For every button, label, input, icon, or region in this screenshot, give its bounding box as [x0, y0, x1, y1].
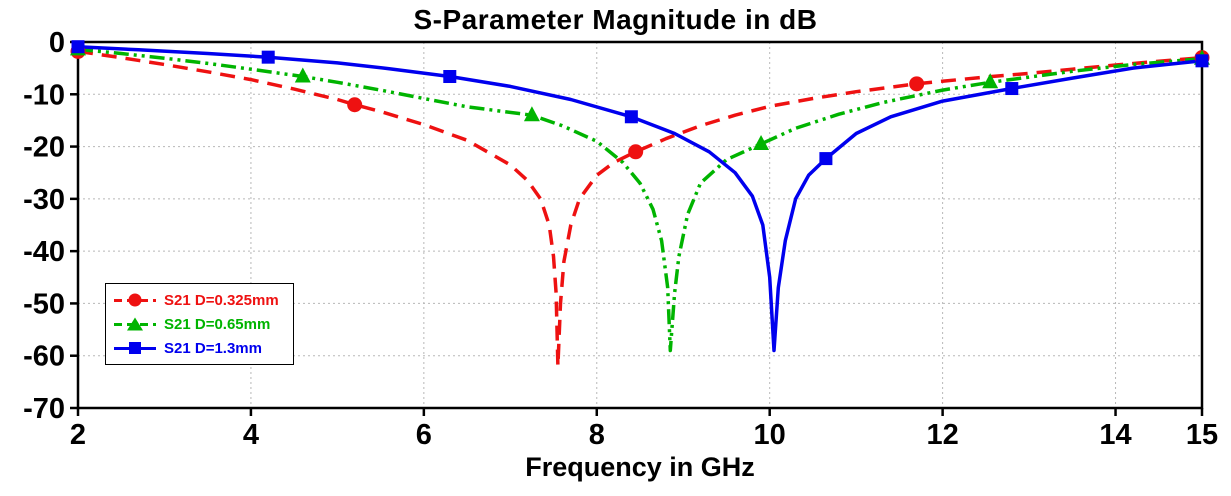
series-line-0 — [77, 49, 1203, 368]
y-tick-label: -30 — [23, 184, 65, 216]
triangle-marker — [294, 67, 311, 83]
x-tick-label: 2 — [70, 419, 86, 451]
legend-entry-s21-d13: S21 D=1.3mm — [114, 338, 279, 358]
x-tick-label: 4 — [243, 419, 259, 451]
legend-line-sample — [114, 293, 156, 307]
square-marker — [443, 70, 457, 84]
legend-label: S21 D=0.325mm — [164, 291, 279, 309]
x-tick-label: 15 — [1186, 419, 1218, 451]
circle-marker-icon — [128, 293, 142, 307]
legend-line-sample — [114, 317, 156, 331]
y-tick-label: -20 — [23, 132, 65, 164]
triangle-marker — [753, 134, 770, 150]
square-marker — [1195, 54, 1209, 68]
square-marker — [261, 50, 275, 64]
square-marker — [71, 40, 85, 54]
x-tick-label: 14 — [1099, 419, 1131, 451]
plot-frame — [76, 40, 1204, 410]
circle-marker — [909, 76, 925, 92]
legend: S21 D=0.325mm S21 D=0.65mm S21 D=1.3mm — [105, 283, 294, 365]
square-marker-icon — [129, 342, 141, 354]
triangle-marker — [523, 106, 540, 122]
y-tick-label: 0 — [49, 27, 65, 59]
triangle-marker — [982, 73, 999, 89]
circle-marker — [628, 144, 644, 160]
x-tick-label: 6 — [416, 419, 432, 451]
square-marker — [819, 152, 833, 166]
y-tick-label: -40 — [23, 236, 65, 268]
y-tick-label: -50 — [23, 288, 65, 320]
x-tick-label: 8 — [589, 419, 605, 451]
legend-line-sample — [114, 342, 156, 354]
series-line-1 — [77, 47, 1203, 353]
y-tick-label: -70 — [23, 393, 65, 425]
square-marker — [1005, 82, 1019, 96]
legend-label: S21 D=0.65mm — [164, 315, 271, 333]
legend-entry-s21-d065: S21 D=0.65mm — [114, 314, 279, 334]
x-axis-title: Frequency in GHz — [525, 452, 755, 482]
legend-entry-s21-d0325: S21 D=0.325mm — [114, 290, 279, 310]
circle-marker — [347, 97, 363, 113]
square-marker — [624, 110, 638, 124]
series-line-2 — [77, 44, 1203, 353]
legend-label: S21 D=1.3mm — [164, 339, 262, 357]
y-tick-label: -60 — [23, 341, 65, 373]
x-tick-label: 10 — [754, 419, 786, 451]
y-tick-label: -10 — [23, 79, 65, 111]
x-tick-label: 12 — [926, 419, 958, 451]
triangle-marker-icon — [127, 317, 143, 331]
chart-title: S-Parameter Magnitude in dB — [413, 4, 818, 35]
